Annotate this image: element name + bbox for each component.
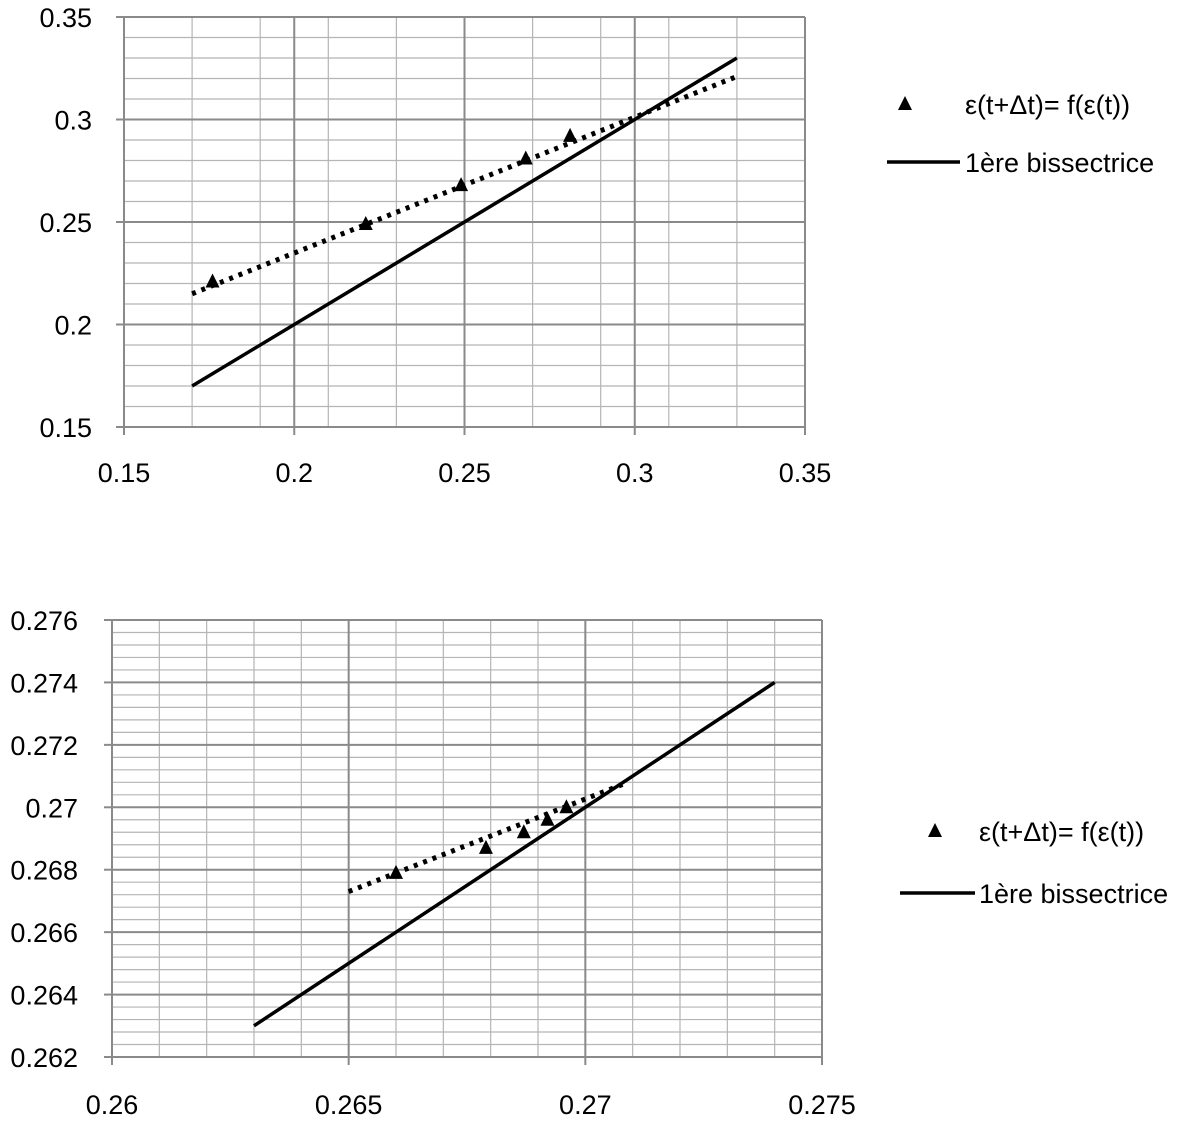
top-scatter-series — [205, 127, 578, 288]
bottom-x-tick-label: 0.275 — [788, 1090, 856, 1120]
bottom-y-tick-label: 0.274 — [10, 668, 78, 698]
bottom-data-point — [559, 799, 574, 814]
bottom-y-tick-label: 0.268 — [10, 856, 78, 886]
bottom-legend-triangle-icon — [928, 823, 942, 837]
bottom-data-point — [516, 824, 531, 839]
top-x-tick-label: 0.25 — [438, 458, 491, 488]
bottom-legend: ε(t+Δt)= f(ε(t)) 1ère bissectrice — [900, 817, 1168, 909]
top-x-tick-label: 0.2 — [275, 458, 313, 488]
top-x-tick-label: 0.3 — [616, 458, 654, 488]
bottom-legend-label-scatter: ε(t+Δt)= f(ε(t)) — [979, 817, 1144, 847]
top-y-tick-label: 0.15 — [39, 413, 92, 443]
top-legend-label-scatter: ε(t+Δt)= f(ε(t)) — [965, 90, 1130, 120]
bottom-legend-label-bisector: 1ère bissectrice — [979, 879, 1168, 909]
top-y-tick-label: 0.2 — [54, 311, 92, 341]
bottom-data-point — [389, 864, 403, 879]
bottom-major-grid — [111, 619, 823, 1058]
bottom-bisector-line — [253, 680, 776, 1028]
top-data-point — [358, 216, 373, 231]
top-legend-label-bisector: 1ère bissectrice — [965, 148, 1154, 178]
top-x-tick-label: 0.15 — [98, 458, 151, 488]
top-legend: ε(t+Δt)= f(ε(t)) 1ère bissectrice — [887, 90, 1154, 178]
chart-bottom-svg: 0.26 0.265 0.27 0.275 0.262 0.264 0.266 0.268 0.… — [10, 606, 1168, 1120]
bottom-y-tick-label: 0.27 — [25, 793, 78, 823]
top-legend-triangle-icon — [898, 96, 912, 110]
bottom-minor-grid — [112, 620, 822, 1057]
chart-bottom: 0.26 0.265 0.27 0.275 0.262 0.264 0.266 0.268 0.… — [0, 570, 1200, 1123]
bottom-y-tick-label: 0.262 — [10, 1043, 78, 1073]
top-y-tick-label: 0.25 — [39, 208, 92, 238]
bottom-scatter-series — [389, 799, 574, 879]
top-x-tick-label: 0.35 — [779, 458, 832, 488]
top-data-point — [563, 127, 578, 142]
chart-top-svg: 0.15 0.2 0.25 0.3 0.35 0.15 0.2 0.25 0.3 0.35 ε(t+… — [39, 3, 1154, 488]
bottom-data-point — [478, 839, 493, 854]
bottom-x-tick-label: 0.265 — [315, 1090, 383, 1120]
top-data-point — [205, 273, 220, 288]
bottom-y-tick-label: 0.276 — [10, 606, 78, 636]
bottom-y-tick-label: 0.272 — [10, 731, 78, 761]
bottom-y-tick-label: 0.266 — [10, 918, 78, 948]
bottom-y-tick-label: 0.264 — [10, 981, 78, 1011]
top-data-point — [454, 177, 469, 192]
top-y-tick-label: 0.3 — [54, 106, 92, 136]
top-bisector-line — [191, 56, 738, 388]
top-data-point — [518, 150, 533, 165]
bottom-data-point — [540, 811, 555, 826]
bottom-x-tick-label: 0.26 — [86, 1090, 139, 1120]
chart-top: 0.15 0.2 0.25 0.3 0.35 0.15 0.2 0.25 0.3 0.35 ε(t+… — [0, 0, 1200, 520]
bottom-x-tick-label: 0.27 — [559, 1090, 612, 1120]
top-y-tick-label: 0.35 — [39, 3, 92, 33]
